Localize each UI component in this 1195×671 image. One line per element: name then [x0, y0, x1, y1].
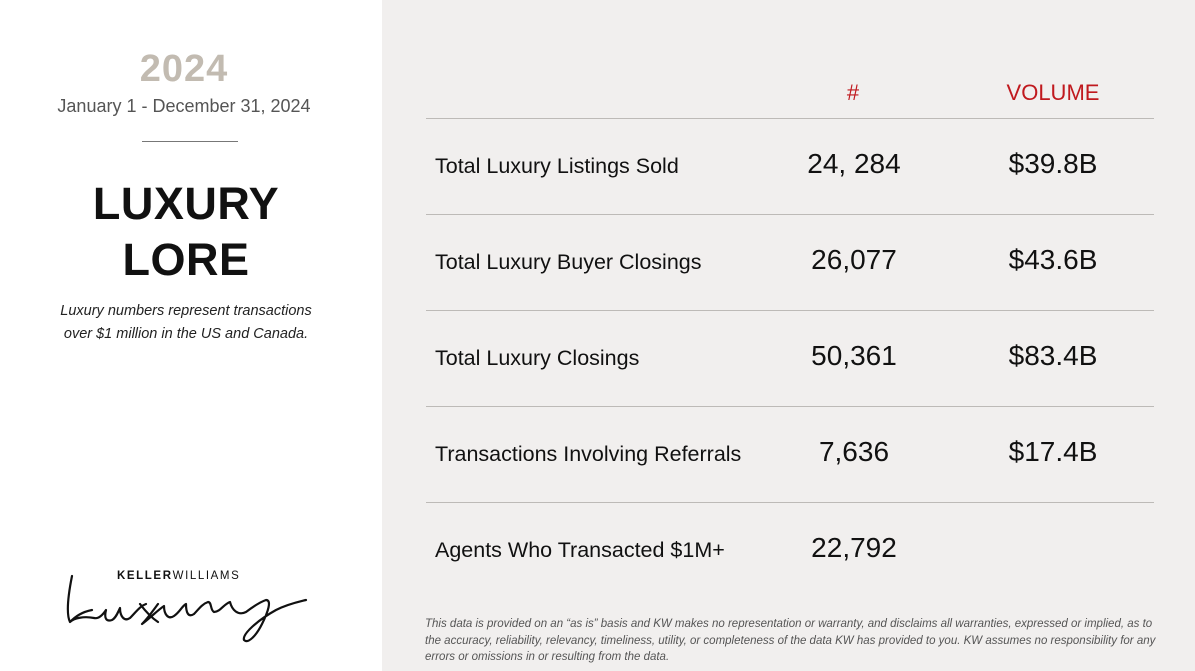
row-label: Transactions Involving Referrals — [435, 442, 742, 466]
disclaimer: This data is provided on an “as is” basi… — [425, 618, 1156, 663]
row-volume: $43.6B — [1008, 244, 1098, 275]
report-year: 2024 — [139, 48, 229, 90]
page-title: LUXURY LORE — [0, 176, 372, 288]
row-count: 22,792 — [811, 532, 897, 563]
title-line-2: LORE — [122, 234, 250, 285]
luxury-note: Luxury numbers represent transactions ov… — [0, 300, 372, 346]
luxury-script-logo-icon — [66, 574, 308, 643]
count-column-header: # — [846, 80, 860, 105]
row-label: Total Luxury Listings Sold — [435, 154, 679, 178]
row-divider — [426, 502, 1154, 503]
row-divider — [426, 310, 1154, 311]
row-divider — [426, 214, 1154, 215]
volume-column-header: VOLUME — [1006, 80, 1100, 105]
row-volume: $17.4B — [1008, 436, 1098, 467]
row-label: Agents Who Transacted $1M+ — [435, 538, 725, 562]
row-label: Total Luxury Closings — [435, 346, 640, 370]
row-divider — [426, 118, 1154, 119]
keller-williams-luxury-logo: KELLERWILLIAMS Luxury — [62, 566, 312, 650]
left-panel: 2024 January 1 - December 31, 2024 LUXUR… — [0, 0, 382, 671]
row-count: 24, 284 — [807, 148, 901, 179]
title-line-1: LUXURY — [92, 178, 280, 229]
row-count: 26,077 — [811, 244, 897, 275]
logo-wordmark: KELLERWILLIAMS — [117, 570, 241, 582]
date-range: January 1 - December 31, 2024 — [57, 96, 311, 116]
divider — [142, 141, 238, 142]
stats-panel — [382, 0, 1195, 671]
row-count: 7,636 — [818, 436, 890, 467]
row-volume: $39.8B — [1008, 148, 1098, 179]
row-count: 50,361 — [811, 340, 897, 371]
row-label: Total Luxury Buyer Closings — [435, 250, 702, 274]
note-line-2: over $1 million in the US and Canada. — [63, 326, 309, 342]
row-divider — [426, 406, 1154, 407]
row-volume: $83.4B — [1008, 340, 1098, 371]
note-line-1: Luxury numbers represent transactions — [60, 303, 312, 319]
